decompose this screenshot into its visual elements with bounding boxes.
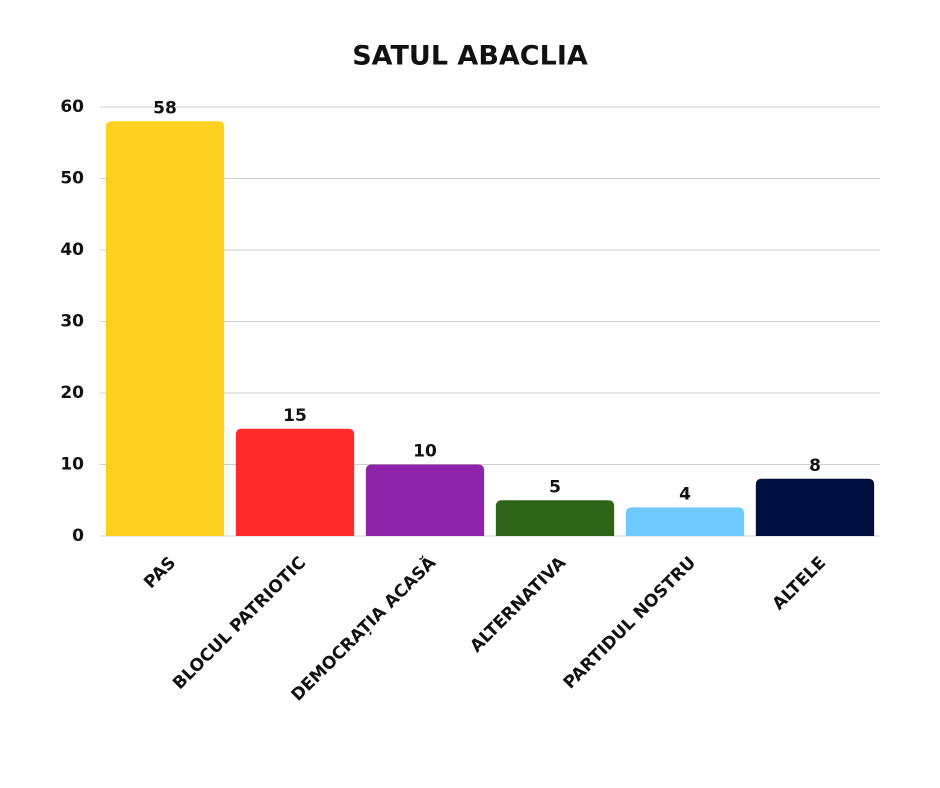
bar <box>495 500 615 536</box>
data-label: 58 <box>153 98 177 118</box>
data-label: 10 <box>413 442 437 462</box>
y-tick-label: 40 <box>60 240 84 260</box>
y-tick-label: 30 <box>60 312 84 332</box>
y-tick-label: 60 <box>60 97 84 117</box>
y-tick-label: 10 <box>60 455 84 475</box>
data-label: 4 <box>679 484 691 504</box>
y-tick-label: 0 <box>72 526 84 546</box>
y-tick-label: 20 <box>60 383 84 403</box>
bar <box>105 121 225 537</box>
y-tick-label: 50 <box>60 169 84 189</box>
bar <box>235 428 355 536</box>
chart-title: SATUL ABACLIA <box>352 41 588 72</box>
data-label: 5 <box>549 477 561 497</box>
bar <box>365 464 485 536</box>
data-label: 8 <box>809 456 821 476</box>
data-label: 15 <box>283 406 307 426</box>
bar <box>625 507 745 536</box>
bar <box>755 478 875 536</box>
